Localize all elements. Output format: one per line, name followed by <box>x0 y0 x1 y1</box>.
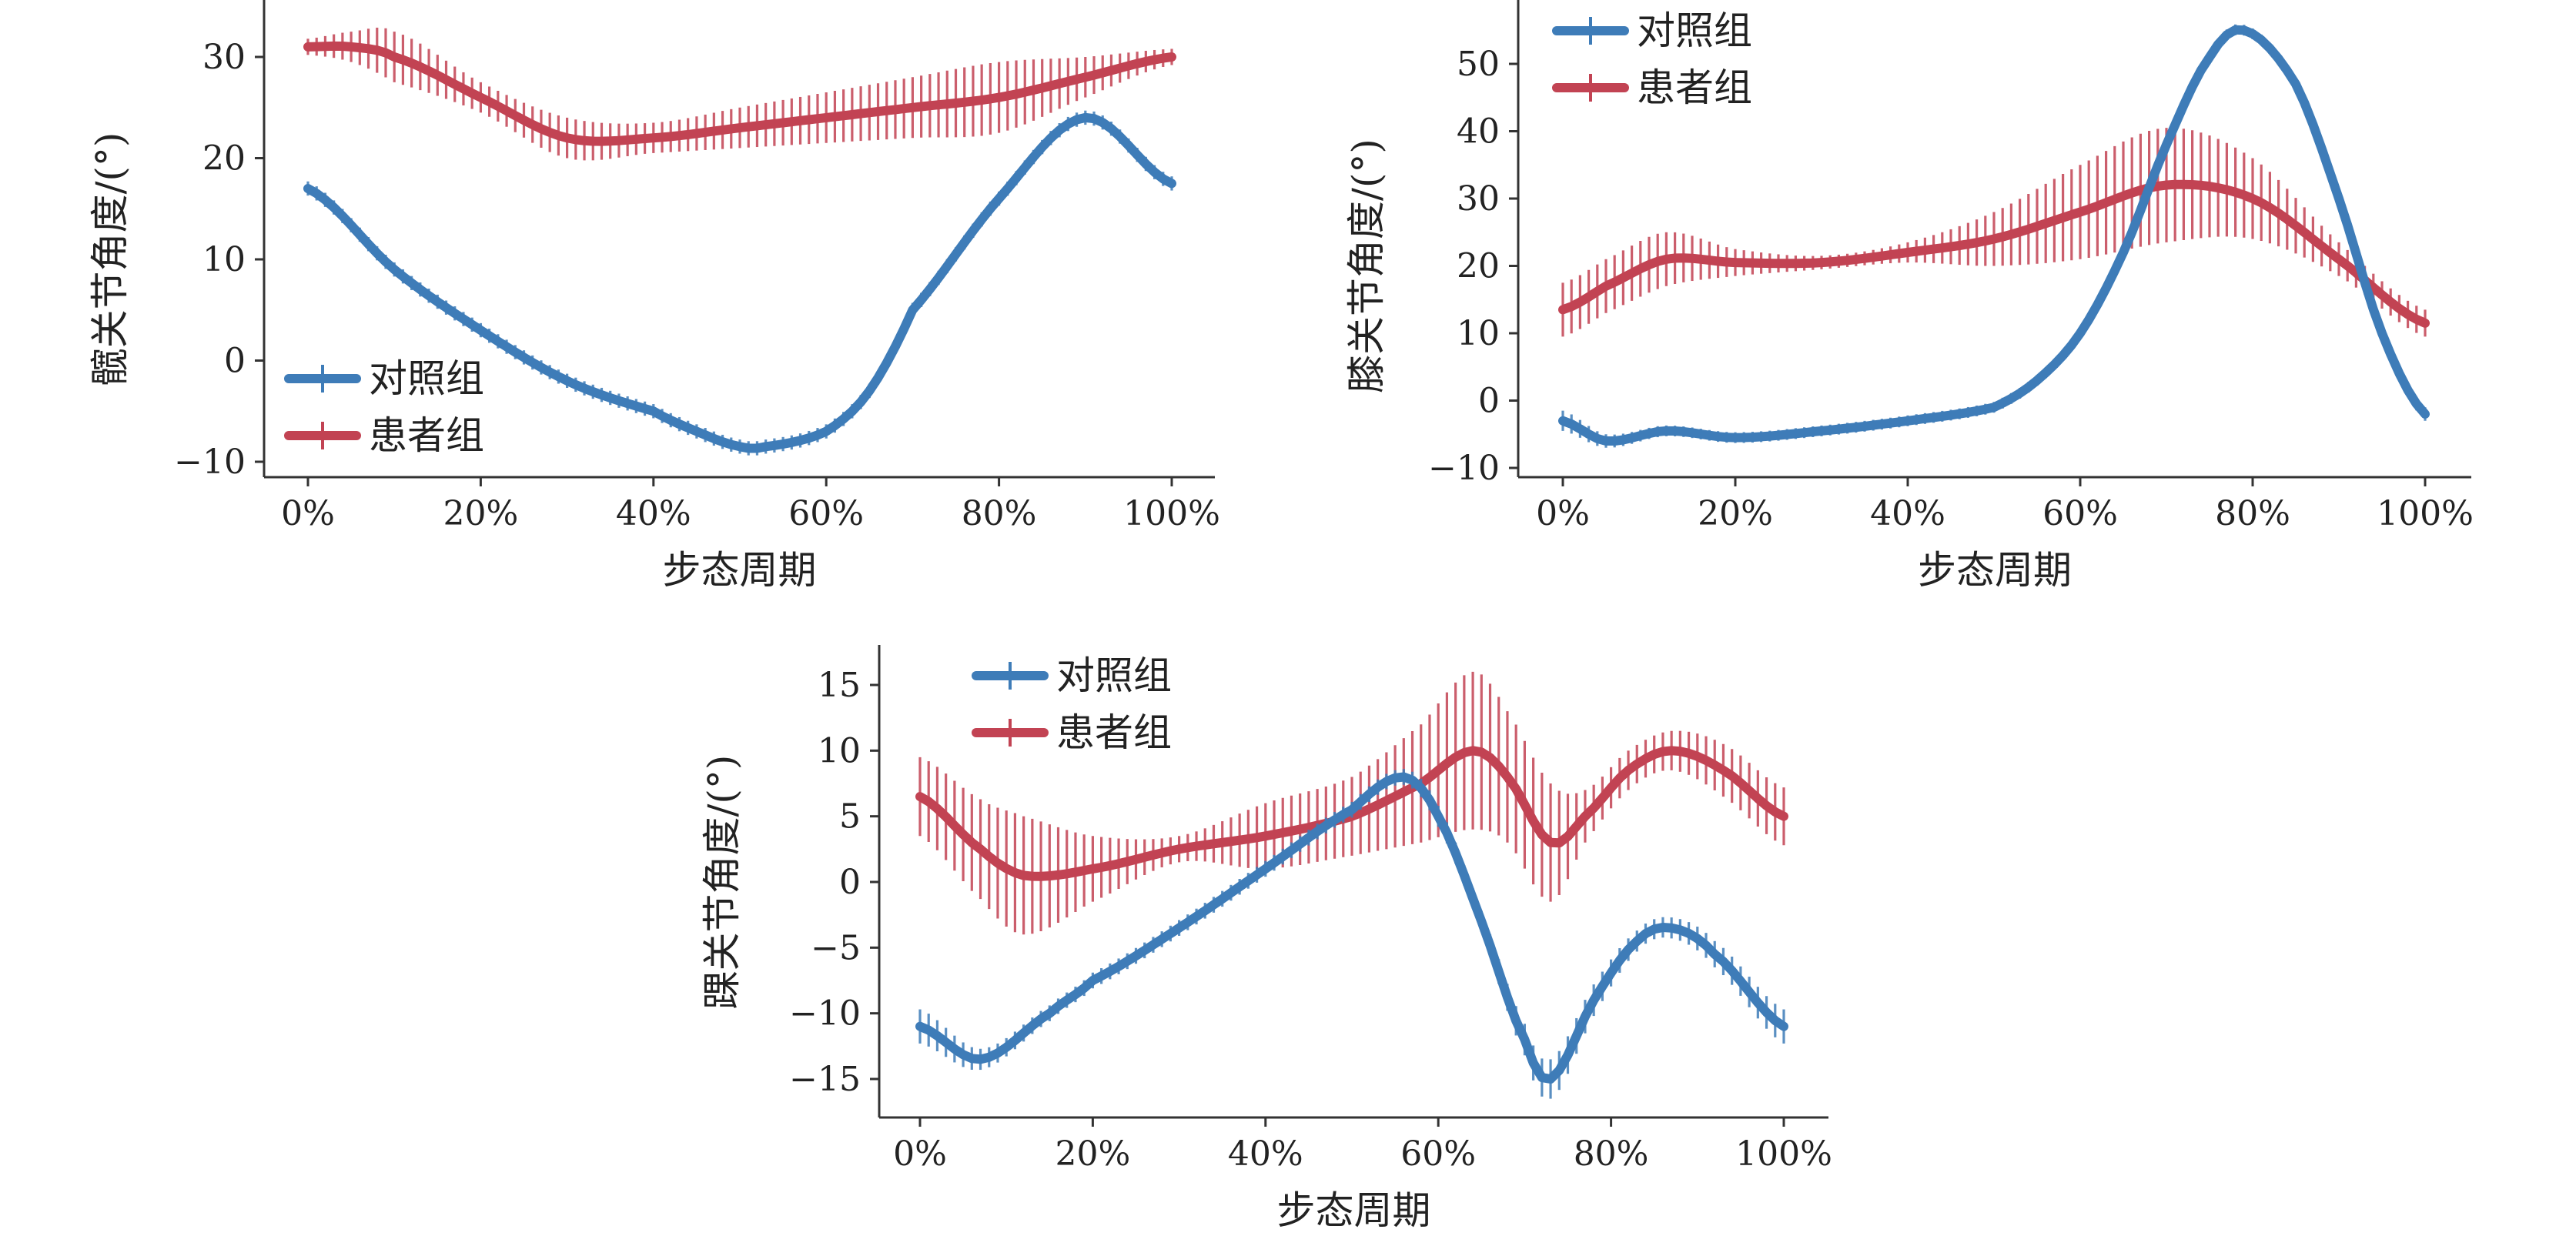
x-tick-label: 80% <box>2215 494 2290 533</box>
y-tick-label: 15 <box>818 666 861 705</box>
series-line <box>1558 179 2430 328</box>
x-tick-label: 20% <box>1055 1134 1131 1174</box>
series-line <box>1558 25 2430 446</box>
x-tick-label: 60% <box>1400 1134 1476 1174</box>
x-tick-label: 20% <box>1698 494 1773 533</box>
y-axis-label: 髋关节角度/(°) <box>88 132 132 387</box>
series-patient <box>915 671 1788 935</box>
series-line <box>303 112 1176 453</box>
x-tick-label: 0% <box>281 494 335 533</box>
series-patient <box>303 27 1176 161</box>
x-tick-label: 40% <box>616 494 691 533</box>
y-tick-label: 10 <box>202 240 246 279</box>
y-tick-label: −5 <box>811 928 861 967</box>
legend-label: 对照组 <box>369 356 484 401</box>
legend-label: 患者组 <box>1056 710 1172 755</box>
legend-label: 对照组 <box>1637 8 1752 53</box>
y-axis-label: 踝关节角度/(°) <box>700 755 744 1010</box>
x-tick-label: 80% <box>962 494 1037 533</box>
x-tick-label: 100% <box>2377 494 2474 533</box>
x-tick-label: 80% <box>1574 1134 1649 1174</box>
series-line <box>303 41 1176 146</box>
y-tick-label: 30 <box>202 38 246 77</box>
x-tick-label: 60% <box>788 494 864 533</box>
y-tick-label: −10 <box>174 443 246 482</box>
y-tick-label: 50 <box>1457 45 1500 84</box>
y-tick-label: 5 <box>839 797 861 837</box>
y-tick-label: −15 <box>789 1060 861 1099</box>
series-patient <box>1558 128 2430 337</box>
x-tick-label: 0% <box>893 1134 947 1174</box>
y-tick-label: 40 <box>1457 112 1500 152</box>
y-tick-label: −10 <box>789 994 861 1034</box>
x-axis-label: 步态周期 <box>1277 1188 1431 1233</box>
legend-label: 患者组 <box>369 413 484 458</box>
y-tick-label: 0 <box>1478 382 1500 421</box>
series-line <box>915 772 1788 1084</box>
x-tick-label: 60% <box>2042 494 2118 533</box>
y-tick-label: 0 <box>839 863 861 902</box>
x-axis-label: 步态周期 <box>663 548 817 593</box>
y-tick-label: 10 <box>818 731 861 770</box>
legend-label: 对照组 <box>1056 653 1172 698</box>
ankle-angle-panel: −15 −10 −5 0 5 10 15 0% 20% 40% 60% 80% 100% 步态周期 踝关节角… <box>700 645 1832 1233</box>
y-tick-label: 20 <box>1457 247 1500 286</box>
y-tick-label: 0 <box>224 342 246 381</box>
legend-label: 患者组 <box>1637 65 1752 110</box>
knee-angle-panel: −10 0 10 20 30 40 50 0% 20% 40% 60% 80% 100% 步态周期 膝关节角… <box>1344 0 2474 593</box>
y-tick-label: 30 <box>1457 179 1500 219</box>
y-tick-label: 20 <box>202 139 246 179</box>
x-tick-label: 0% <box>1536 494 1590 533</box>
x-tick-label: 100% <box>1735 1134 1832 1174</box>
series-control <box>1558 24 2430 448</box>
x-axis-label: 步态周期 <box>1918 548 2072 593</box>
x-tick-label: 40% <box>1870 494 1945 533</box>
hip-angle-panel: −10 0 10 20 30 0% 20% 40% 60% 80% 100% 步态周期 髋关节角度/(°… <box>88 0 1220 593</box>
y-tick-label: 10 <box>1457 314 1500 353</box>
series-control <box>915 769 1788 1099</box>
x-tick-label: 40% <box>1228 1134 1303 1174</box>
x-tick-label: 20% <box>443 494 519 533</box>
series-control <box>303 110 1176 456</box>
y-tick-label: −10 <box>1428 449 1500 488</box>
x-tick-label: 100% <box>1123 494 1220 533</box>
y-axis-label: 膝关节角度/(°) <box>1344 139 1389 393</box>
